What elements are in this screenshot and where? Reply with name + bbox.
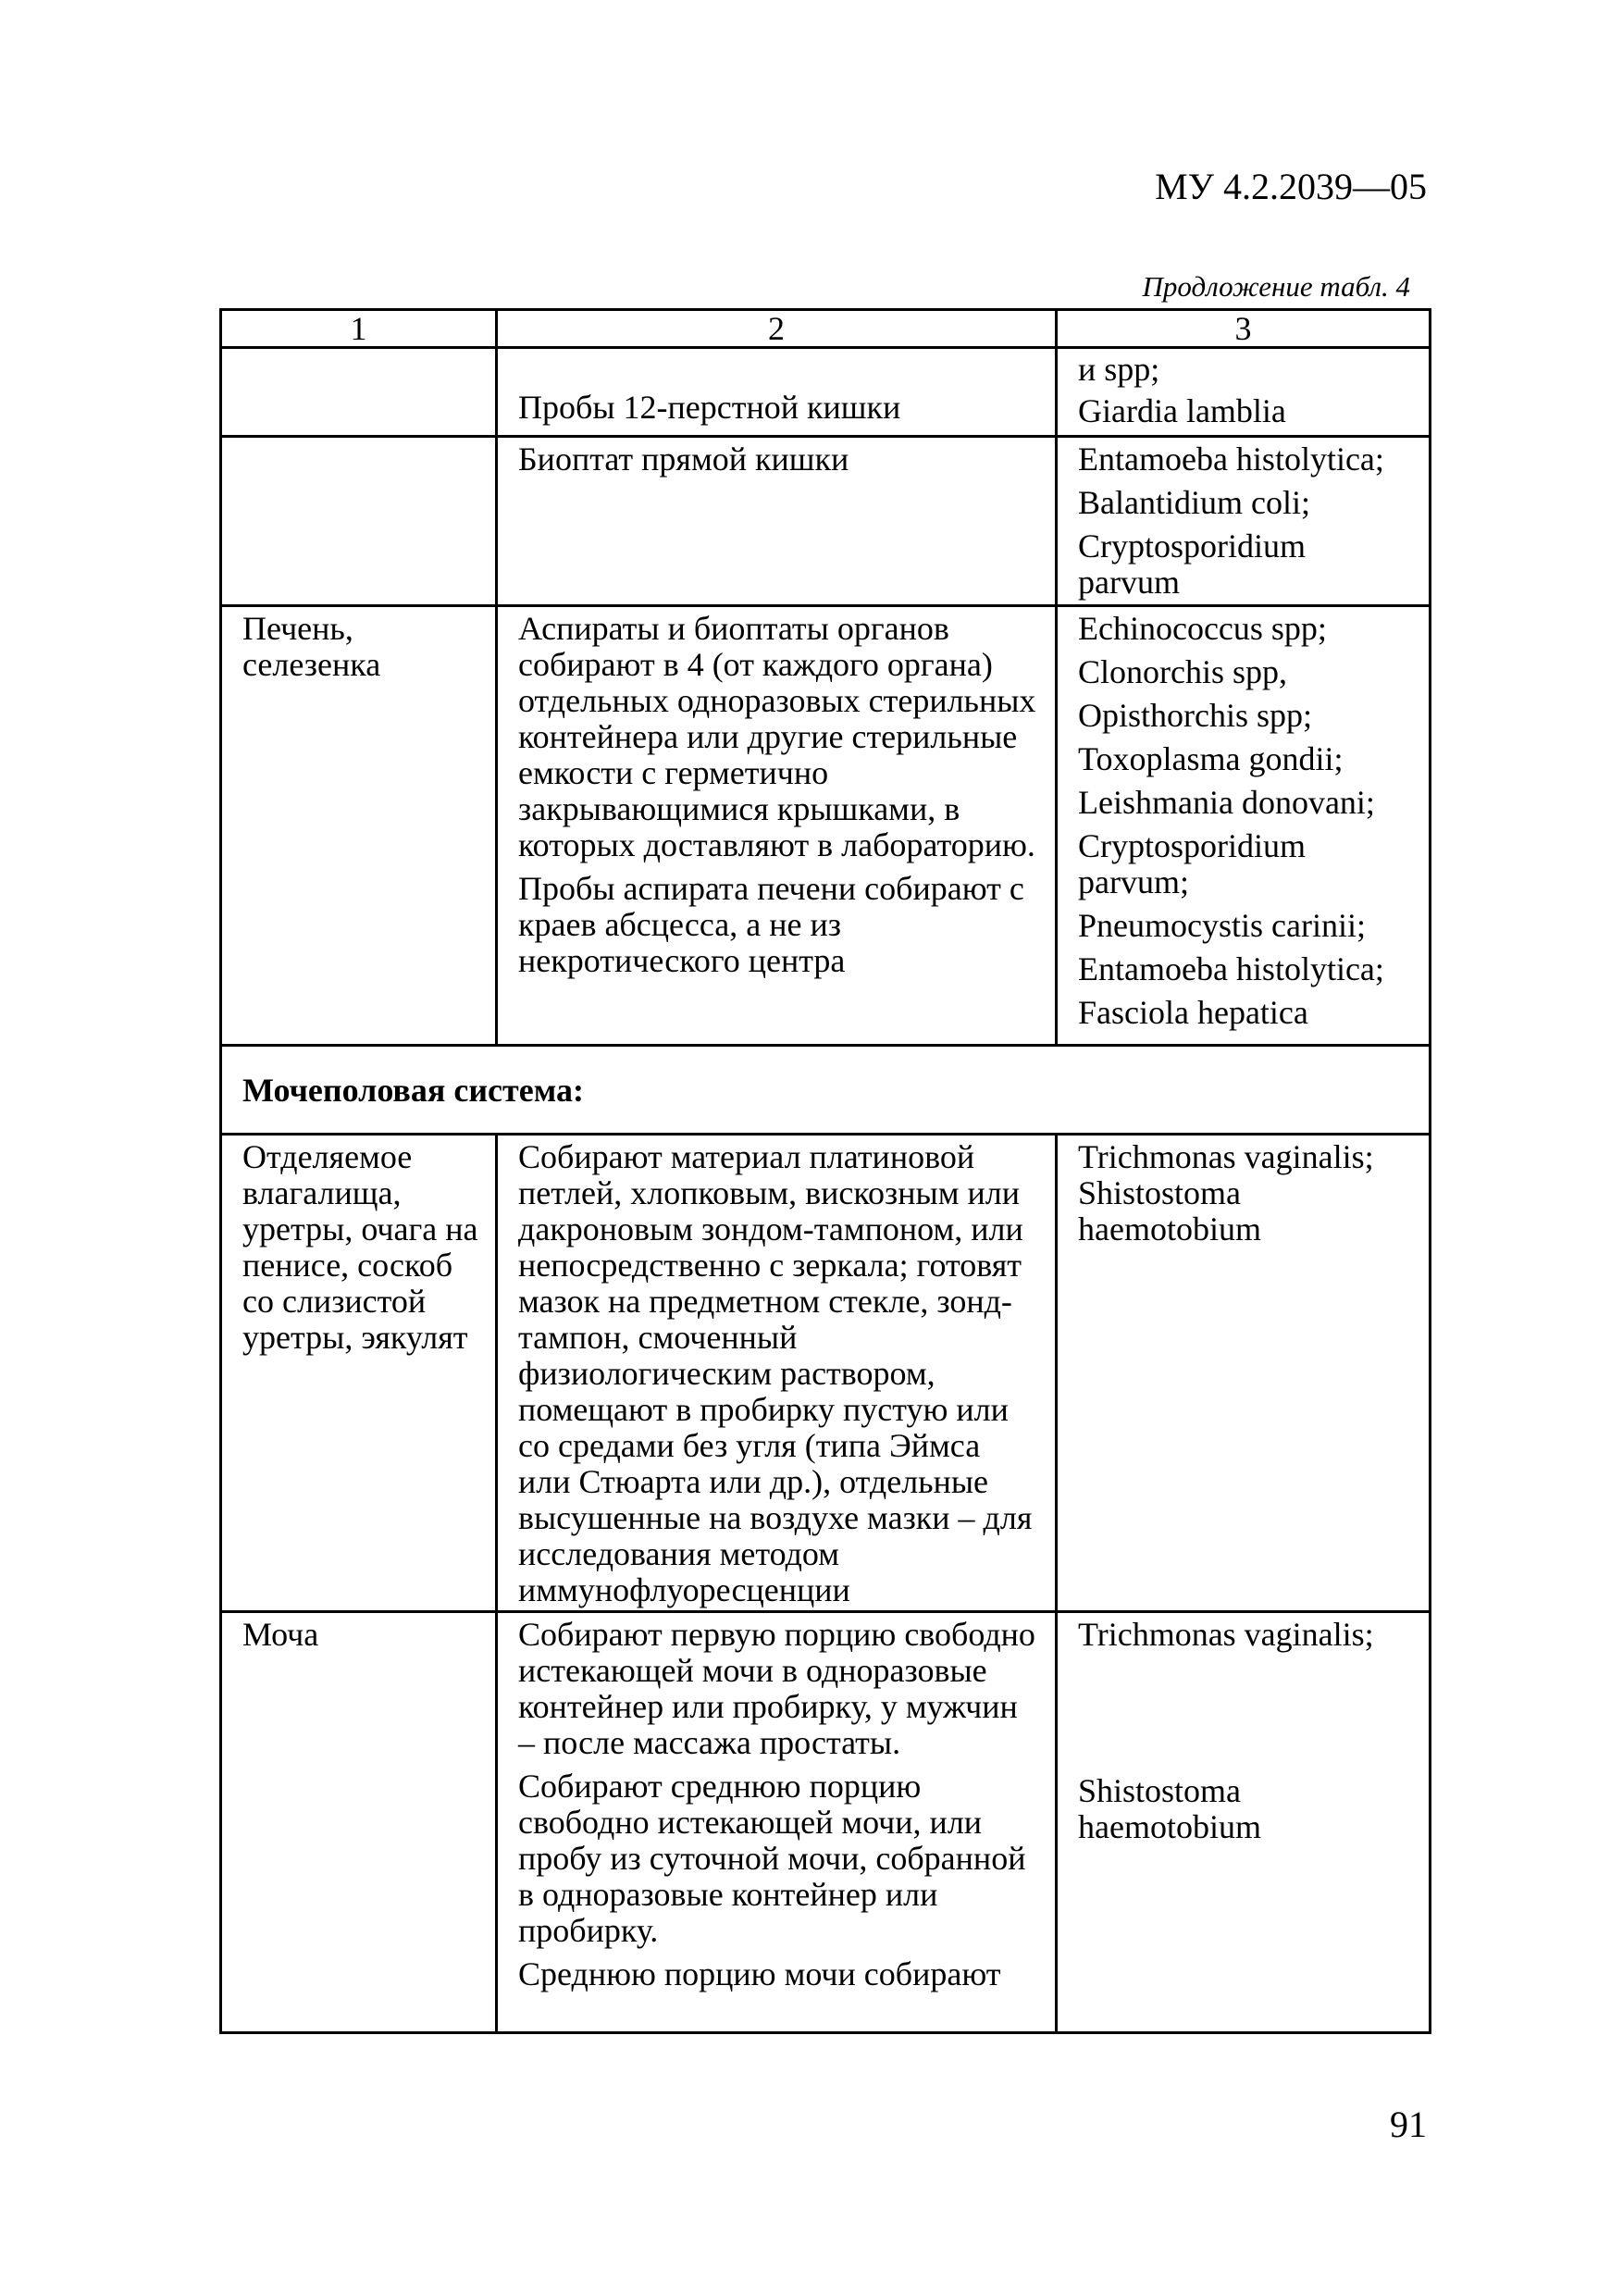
- cell-text: Cryptosporidium parvum: [1078, 527, 1307, 601]
- document-code: МУ 4.2.2039—05: [1155, 166, 1427, 207]
- cell-text: Trichmonas vaginalis; Shistostoma haemot…: [1078, 1138, 1374, 1247]
- column-header: 1: [219, 308, 498, 349]
- column-header: 2: [495, 308, 1058, 349]
- cell-method: Собирают материал платиновой петлей, хло…: [495, 1133, 1058, 1613]
- cell-text: Fasciola hepatica: [1078, 994, 1308, 1031]
- cell-method: Аспираты и биоптаты органов собирают в 4…: [495, 604, 1058, 1047]
- cell-text: Cryptosporidium parvum;: [1078, 827, 1307, 900]
- column-header: 3: [1055, 308, 1431, 349]
- cell-text: Opisthorchis spp;: [1078, 697, 1313, 734]
- cell-text: Собирают среднюю порцию свободно истекаю…: [518, 1768, 1026, 1949]
- cell-text: Balantidium coli;: [1078, 484, 1310, 521]
- section-row: Мочеполовая система:: [219, 1044, 1431, 1136]
- table-row: Печень, селезенка Аспираты и биоптаты ор…: [219, 604, 1431, 1047]
- cell-organ: [219, 346, 498, 438]
- cell-method: Собирают первую порцию свободно истекающ…: [495, 1610, 1058, 2034]
- cell-text: Отделяемое влагалища, уретры, очага на п…: [242, 1138, 478, 1356]
- cell-text: Entamoeba histolytica;: [1078, 441, 1384, 478]
- cell-text: Entamoeba histolytica;: [1078, 950, 1384, 987]
- table-continuation-label: Продложение табл. 4: [1142, 270, 1410, 303]
- table-row: Пробы 12-перстной кишки и spp; Giardia l…: [219, 346, 1431, 438]
- specimen-table: 1 2 3 Пробы 12-перстной кишки и spp; Gia…: [219, 308, 1431, 2034]
- section-title: Мочеполовая система:: [219, 1044, 1431, 1136]
- cell-text: Leishmania donovani;: [1078, 784, 1375, 821]
- table-row: Биоптат прямой кишки Entamoeba histolyti…: [219, 435, 1431, 607]
- cell-text: Clonorchis spp,: [1078, 653, 1288, 690]
- cell-pathogens: Echinococcus spp; Clonorchis spp, Opisth…: [1055, 604, 1431, 1047]
- cell-method: Пробы 12-перстной кишки: [495, 346, 1058, 438]
- cell-organ: Печень, селезенка: [219, 604, 498, 1047]
- cell-text: Pneumocystis carinii;: [1078, 907, 1366, 944]
- page-number: 91: [1390, 2104, 1427, 2145]
- cell-pathogens: Entamoeba histolytica; Balantidium coli;…: [1055, 435, 1431, 607]
- cell-text: Биоптат прямой кишки: [518, 441, 849, 478]
- cell-text: и spp;: [1078, 351, 1160, 388]
- cell-text: Печень, селезенка: [242, 610, 381, 683]
- cell-pathogens: Trichmonas vaginalis; Shistostoma haemot…: [1055, 1610, 1431, 2034]
- cell-text: Аспираты и биоптаты органов собирают в 4…: [518, 610, 1036, 863]
- cell-organ: Отделяемое влагалища, уретры, очага на п…: [219, 1133, 498, 1613]
- cell-method: Биоптат прямой кишки: [495, 435, 1058, 607]
- cell-organ: Моча: [219, 1610, 498, 2034]
- cell-pathogens: Trichmonas vaginalis; Shistostoma haemot…: [1055, 1133, 1431, 1613]
- table-row: Отделяемое влагалища, уретры, очага на п…: [219, 1133, 1431, 1613]
- cell-text: Shistostoma haemotobium: [1078, 1772, 1261, 1845]
- cell-text: Собирают материал платиновой петлей, хло…: [518, 1138, 1033, 1608]
- cell-text: Echinococcus spp;: [1078, 610, 1327, 647]
- cell-pathogens: и spp; Giardia lambliа: [1055, 346, 1431, 438]
- cell-text: Моча: [242, 1616, 319, 1653]
- cell-organ: [219, 435, 498, 607]
- cell-text: Giardia lambliа: [1078, 392, 1286, 429]
- cell-text: Trichmonas vaginalis;: [1078, 1616, 1374, 1653]
- cell-text: Пробы аспирата печени собирают с краев а…: [518, 870, 1024, 979]
- cell-text: Среднюю порцию мочи собирают: [518, 1955, 1001, 1992]
- table-header-row: 1 2 3: [219, 308, 1431, 349]
- cell-text: Пробы 12-перстной кишки: [518, 389, 901, 426]
- table-row: Моча Собирают первую порцию свободно ист…: [219, 1610, 1431, 2034]
- cell-text: Собирают первую порцию свободно истекающ…: [518, 1616, 1035, 1761]
- cell-text: Toxoplasma gondii;: [1078, 740, 1344, 777]
